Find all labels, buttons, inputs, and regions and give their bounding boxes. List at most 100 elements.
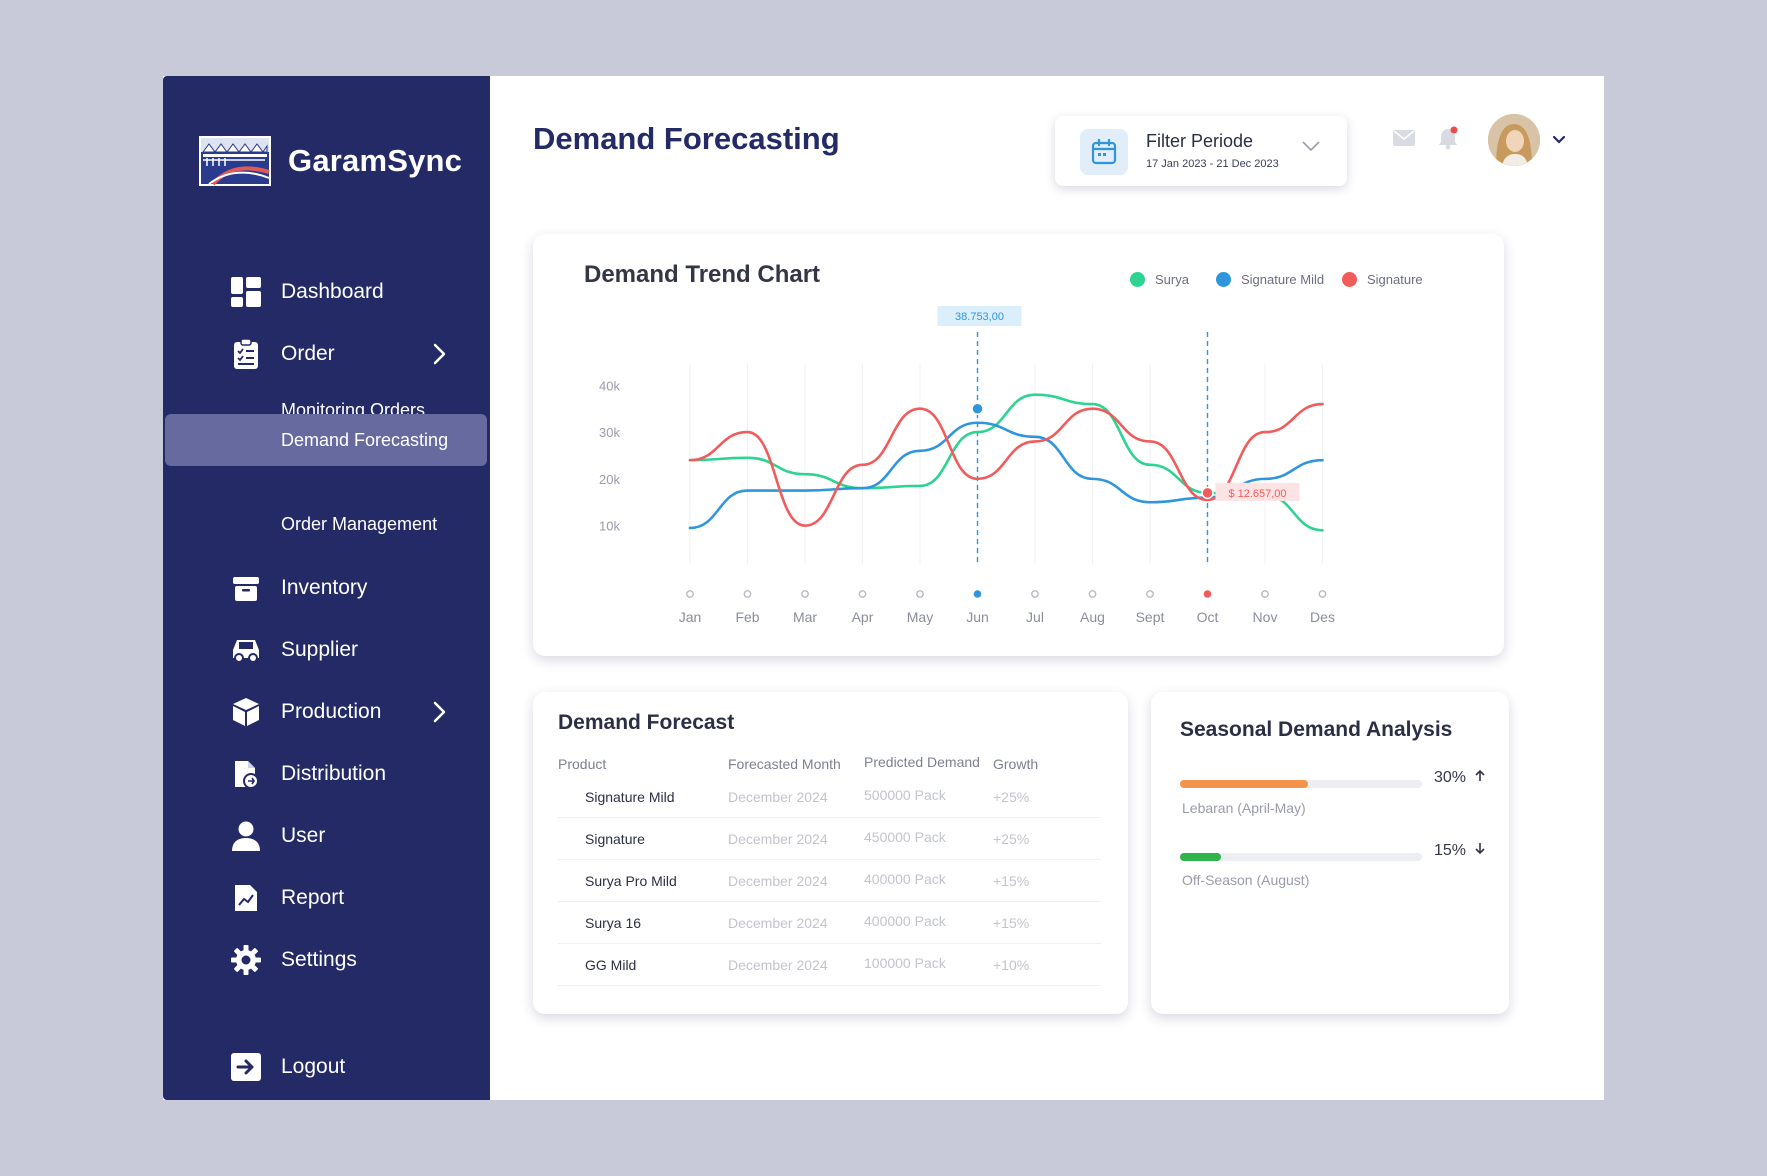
x-tick-label: Apr — [852, 609, 874, 625]
column-header-demand[interactable]: Predicted Demand — [864, 754, 980, 770]
cell-month: December 2024 — [728, 873, 828, 889]
sidebar-item-supplier[interactable]: Supplier — [163, 622, 490, 678]
bell-icon[interactable] — [1437, 126, 1459, 150]
filter-periode-dropdown[interactable]: Filter Periode 17 Jan 2023 - 21 Dec 2023 — [1055, 116, 1347, 186]
document-transfer-icon — [230, 758, 262, 790]
y-tick-label: 10k — [599, 519, 620, 534]
sidebar-item-label: User — [281, 824, 326, 847]
sidebar-item-label: Order — [281, 342, 335, 365]
x-tick-label: Feb — [735, 609, 759, 625]
cell-product: GG Mild — [585, 957, 637, 973]
table-row[interactable]: Signature Mild December 2024 500000 Pack… — [558, 776, 1101, 818]
percent-value: 30% — [1434, 769, 1486, 787]
sidebar-item-demand-forecasting[interactable]: Demand Forecasting — [165, 414, 487, 466]
cell-month: December 2024 — [728, 915, 828, 931]
x-tick-label: Jan — [679, 609, 702, 625]
percent-value: 15% — [1434, 842, 1486, 860]
legend-item-signature[interactable]: Signature — [1342, 272, 1423, 287]
x-marker — [801, 590, 809, 598]
column-header-product[interactable]: Product — [558, 756, 607, 772]
legend-dot — [1342, 272, 1357, 287]
gear-icon — [230, 944, 262, 976]
x-marker — [916, 590, 924, 598]
annotation-point — [1201, 486, 1214, 500]
chevron-right-icon[interactable] — [428, 701, 450, 723]
arrow-up-icon — [1475, 769, 1486, 781]
cell-demand: 400000 Pack — [864, 871, 946, 887]
progress-bar-off-season — [1180, 853, 1422, 861]
annotation-label-box — [1215, 482, 1300, 501]
x-marker — [686, 590, 694, 598]
table-row[interactable]: Surya Pro Mild December 2024 400000 Pack… — [558, 860, 1101, 902]
sidebar-item-inventory[interactable]: Inventory — [163, 560, 490, 616]
sidebar-item-dashboard[interactable]: Dashboard — [163, 264, 490, 320]
cell-growth: +25% — [993, 831, 1030, 847]
sidebar-item-order-management[interactable]: Order Management — [163, 498, 490, 550]
chevron-down-icon[interactable] — [1552, 135, 1566, 145]
sidebar-item-label: Distribution — [281, 762, 387, 785]
sidebar-item-production[interactable]: Production — [163, 684, 490, 740]
sidebar-item-label: Demand Forecasting — [281, 429, 449, 450]
column-header-growth[interactable]: Growth — [993, 756, 1039, 772]
x-marker — [1031, 590, 1039, 598]
demand-trend-card: 40k 30k 20k 10k 38.753,00 $ 12.657,00 Jan Feb Ma… — [533, 234, 1504, 656]
salt-farm-logo — [199, 136, 271, 186]
brand[interactable]: GaramSync — [199, 136, 462, 186]
x-marker — [743, 590, 752, 598]
user-icon — [230, 820, 262, 852]
chevron-right-icon[interactable] — [428, 343, 450, 365]
sidebar-item-report[interactable]: Report — [163, 870, 490, 926]
sidebar-item-user[interactable]: User — [163, 808, 490, 864]
brand-name: GaramSync — [288, 143, 463, 178]
cell-growth: +10% — [993, 957, 1030, 973]
x-marker — [1146, 590, 1154, 598]
sidebar-item-label: Dashboard — [281, 280, 384, 303]
sidebar-item-order[interactable]: Order — [163, 326, 490, 382]
x-tick-label: Nov — [1253, 609, 1278, 625]
series-line-signature-mild — [688, 421, 1324, 530]
chart-title: Demand Trend Chart — [584, 261, 821, 288]
chevron-down-icon — [1302, 141, 1320, 152]
legend-dot — [1130, 272, 1145, 287]
series-line-signature — [688, 402, 1324, 527]
cell-product: Signature Mild — [585, 789, 675, 805]
season-label: Lebaran (April-May) — [1182, 800, 1306, 816]
x-tick-label: Des — [1310, 609, 1335, 625]
sidebar-item-label: Settings — [281, 948, 357, 971]
annotation-label-box — [937, 306, 1022, 326]
table-title: Demand Forecast — [558, 711, 735, 734]
cell-growth: +15% — [993, 873, 1030, 889]
sidebar-item-distribution[interactable]: Distribution — [163, 746, 490, 802]
series-line-surya — [688, 393, 1324, 532]
sidebar-item-label: Inventory — [281, 576, 368, 599]
progress-fill — [1180, 853, 1222, 861]
cell-demand: 100000 Pack — [864, 955, 946, 971]
cell-month: December 2024 — [728, 957, 828, 973]
sidebar-item-label: Order Management — [281, 513, 438, 534]
y-tick-label: 30k — [599, 425, 620, 440]
column-header-month[interactable]: Forecasted Month — [728, 756, 841, 772]
progress-fill — [1180, 780, 1309, 788]
x-tick-label: Sept — [1136, 609, 1165, 625]
cell-growth: +25% — [993, 789, 1030, 805]
filter-title: Filter Periode — [1146, 131, 1254, 151]
legend-item-signature-mild[interactable]: Signature Mild — [1216, 272, 1324, 287]
table-row[interactable]: Signature December 2024 450000 Pack +25% — [558, 818, 1101, 860]
avatar[interactable] — [1488, 114, 1540, 166]
demand-trend-chart: 40k 30k 20k 10k 38.753,00 $ 12.657,00 Jan Feb Ma… — [599, 306, 1335, 625]
mail-icon[interactable] — [1393, 130, 1415, 146]
filter-date-range: 17 Jan 2023 - 21 Dec 2023 — [1146, 158, 1279, 170]
calendar-icon — [1080, 129, 1128, 175]
legend-dot — [1216, 272, 1231, 287]
cell-demand: 500000 Pack — [864, 787, 946, 803]
logout-button[interactable]: Logout — [163, 1039, 490, 1095]
cube-icon — [230, 696, 262, 728]
sidebar: GaramSync Dashboard Order Monitoring Ord… — [163, 76, 490, 1100]
cell-month: December 2024 — [728, 789, 828, 805]
table-row[interactable]: GG Mild December 2024 100000 Pack +10% — [558, 944, 1101, 986]
legend-item-surya[interactable]: Surya — [1130, 272, 1189, 287]
x-marker-active — [1203, 590, 1212, 598]
table-row[interactable]: Surya 16 December 2024 400000 Pack +15% — [558, 902, 1101, 944]
sidebar-item-settings[interactable]: Settings — [163, 932, 490, 988]
x-tick-label: Mar — [793, 609, 817, 625]
